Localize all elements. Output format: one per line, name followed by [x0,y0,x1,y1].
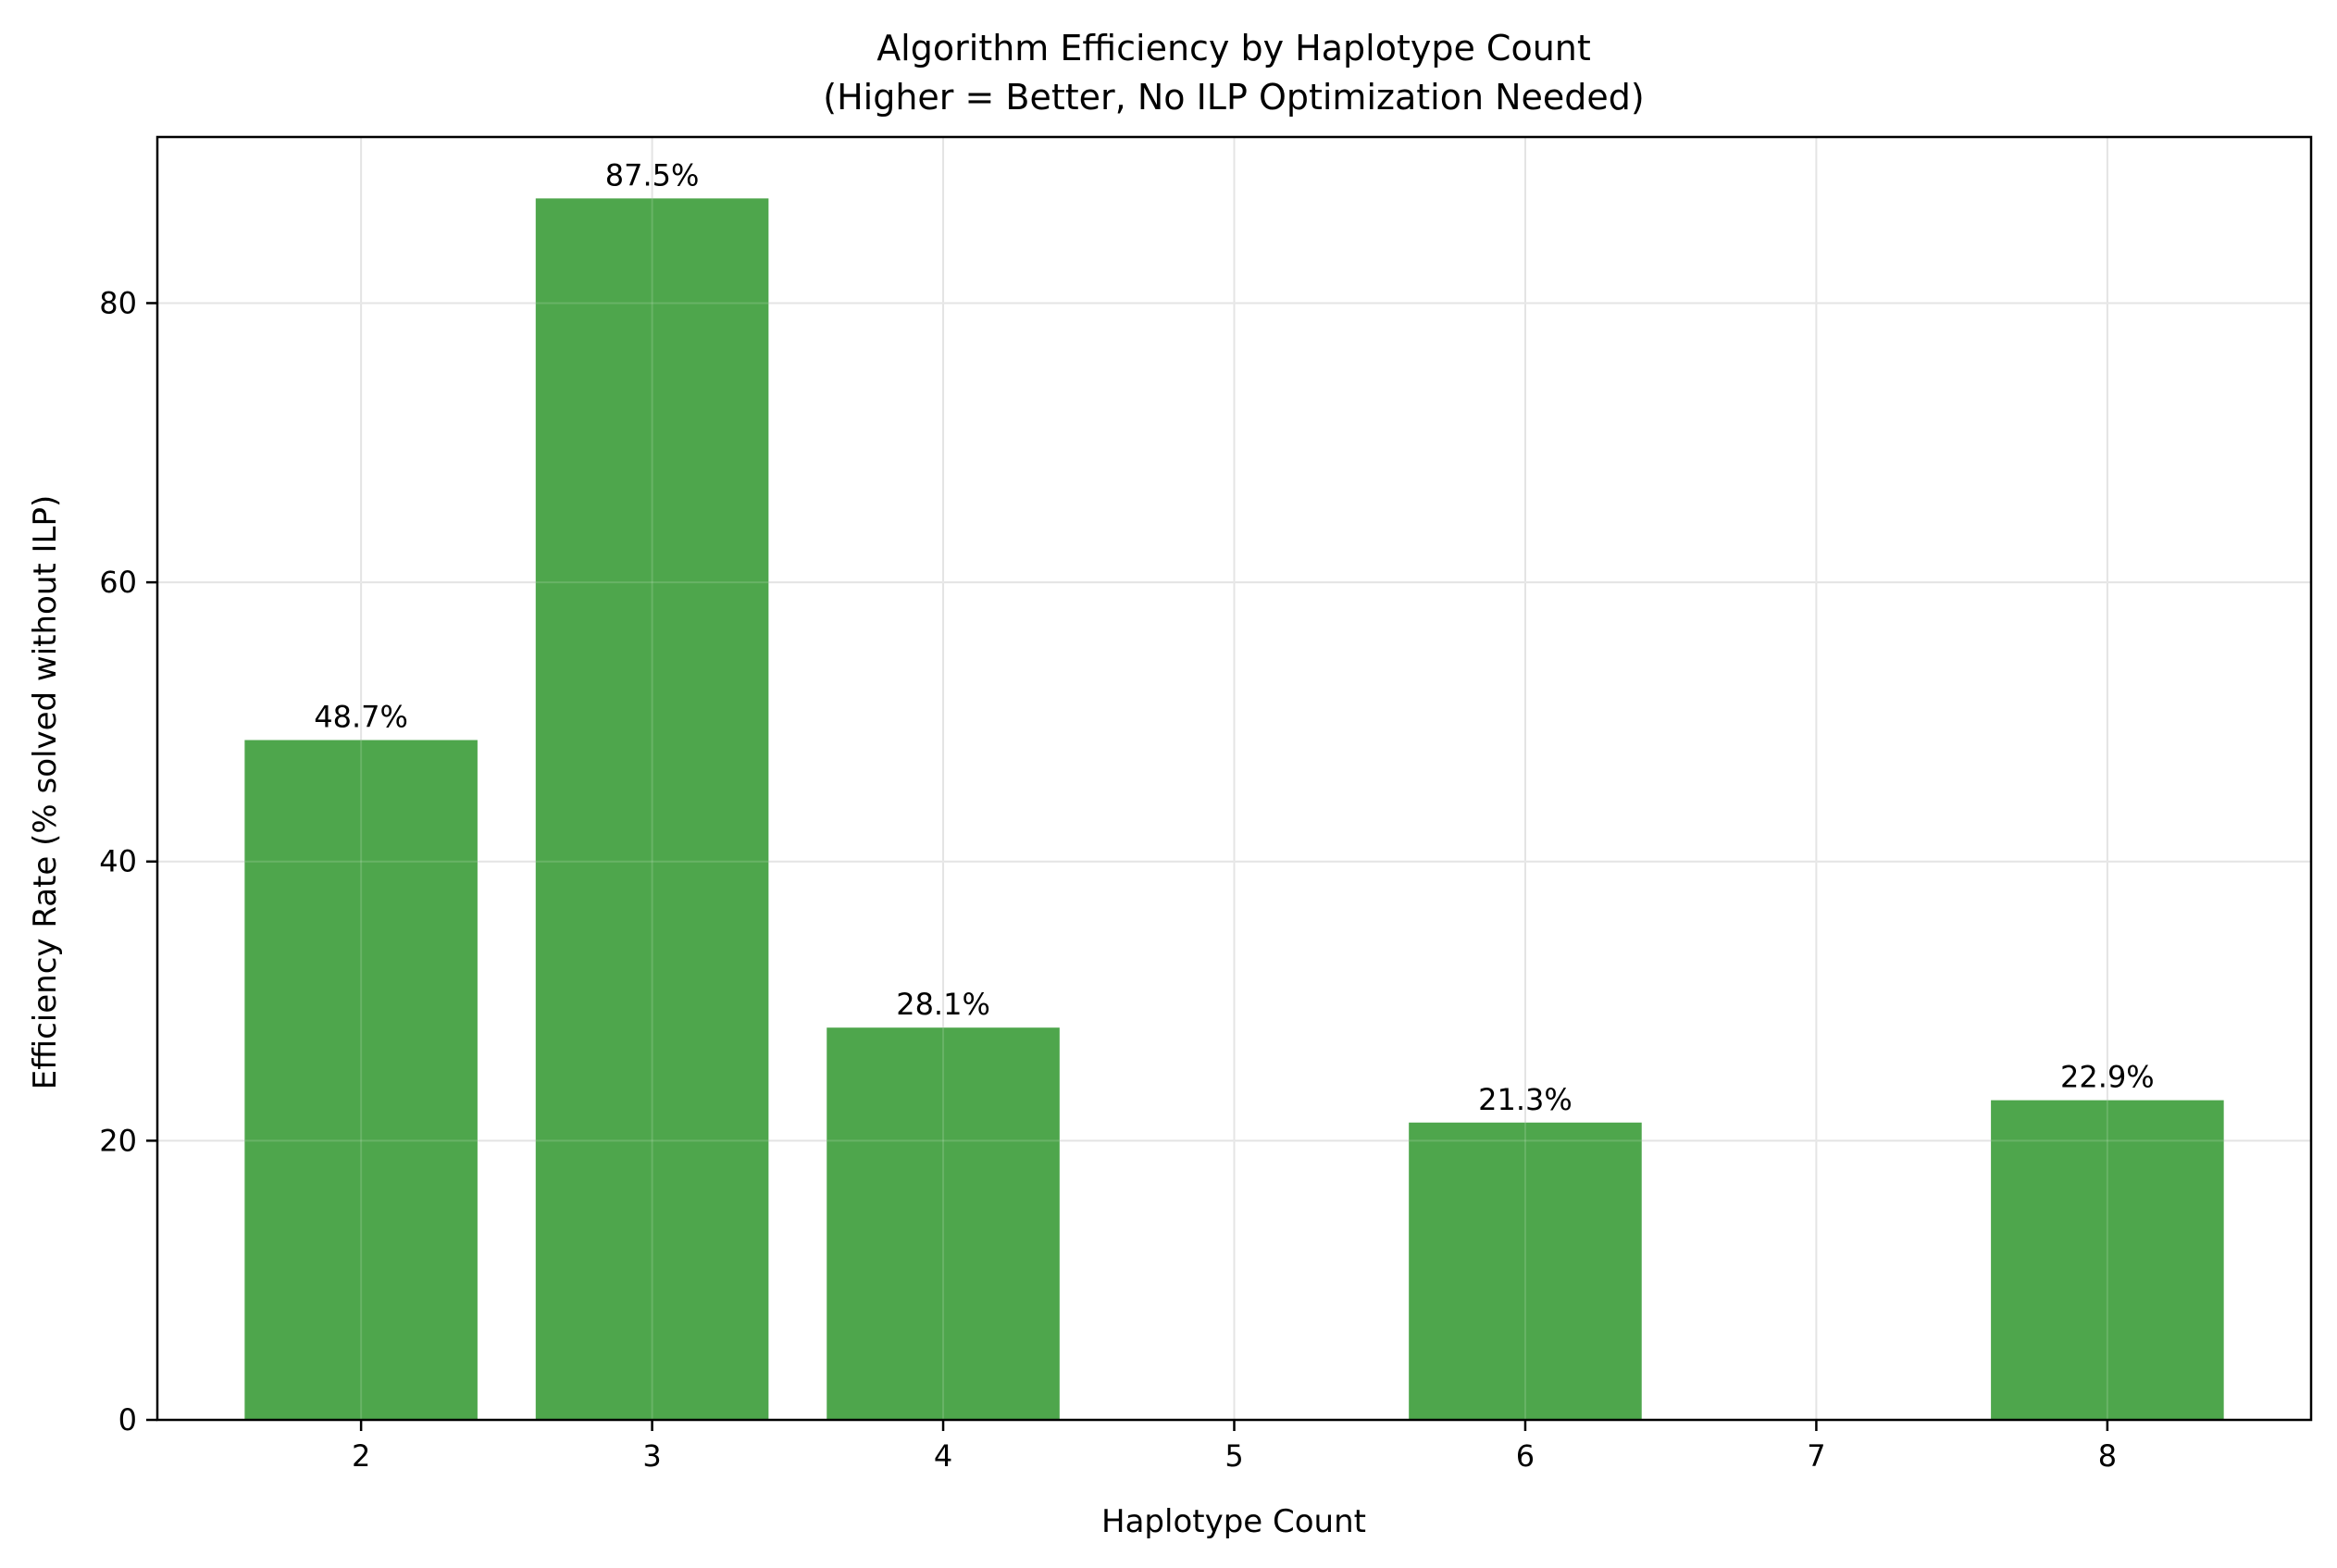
y-axis-label: Efficiency Rate (% solved without ILP) [27,495,64,1089]
grid-overlay [157,137,2311,1421]
y-tick-label-80: 80 [99,285,137,320]
x-axis-label: Haplotype Count [1101,1503,1366,1540]
x-tick-label-3: 3 [642,1438,661,1474]
y-tick-label-20: 20 [99,1123,137,1158]
bar-3 [535,198,769,1420]
data-labels: 48.7% 87.5% 28.1% 21.3% 22.9% [314,157,2154,1116]
x-tick-label-8: 8 [2098,1438,2117,1474]
bar-6 [1409,1122,1642,1420]
data-label-6: 21.3% [1478,1082,1573,1117]
chart-subtitle: (Higher = Better, No ILP Optimization Ne… [823,77,1645,118]
x-tick-label-2: 2 [352,1438,370,1474]
x-tick-label-5: 5 [1224,1438,1243,1474]
x-tick-label-4: 4 [934,1438,952,1474]
bar-4 [827,1027,1060,1420]
bar-8 [1991,1100,2224,1420]
grid-lines [157,137,2311,1421]
data-label-8: 22.9% [2060,1060,2155,1095]
y-tick-label-40: 40 [99,844,137,879]
x-tick-label-6: 6 [1516,1438,1535,1474]
data-label-2: 48.7% [314,700,408,735]
bars [157,137,2311,1421]
chart-title: Algorithm Efficiency by Haplotype Count [876,28,1591,68]
data-label-3: 87.5% [605,157,700,193]
y-tick-label-60: 60 [99,565,137,600]
x-tick-label-7: 7 [1807,1438,1825,1474]
bar-2 [244,740,478,1420]
y-tick-label-0: 0 [118,1402,137,1437]
data-label-4: 28.1% [896,987,990,1022]
